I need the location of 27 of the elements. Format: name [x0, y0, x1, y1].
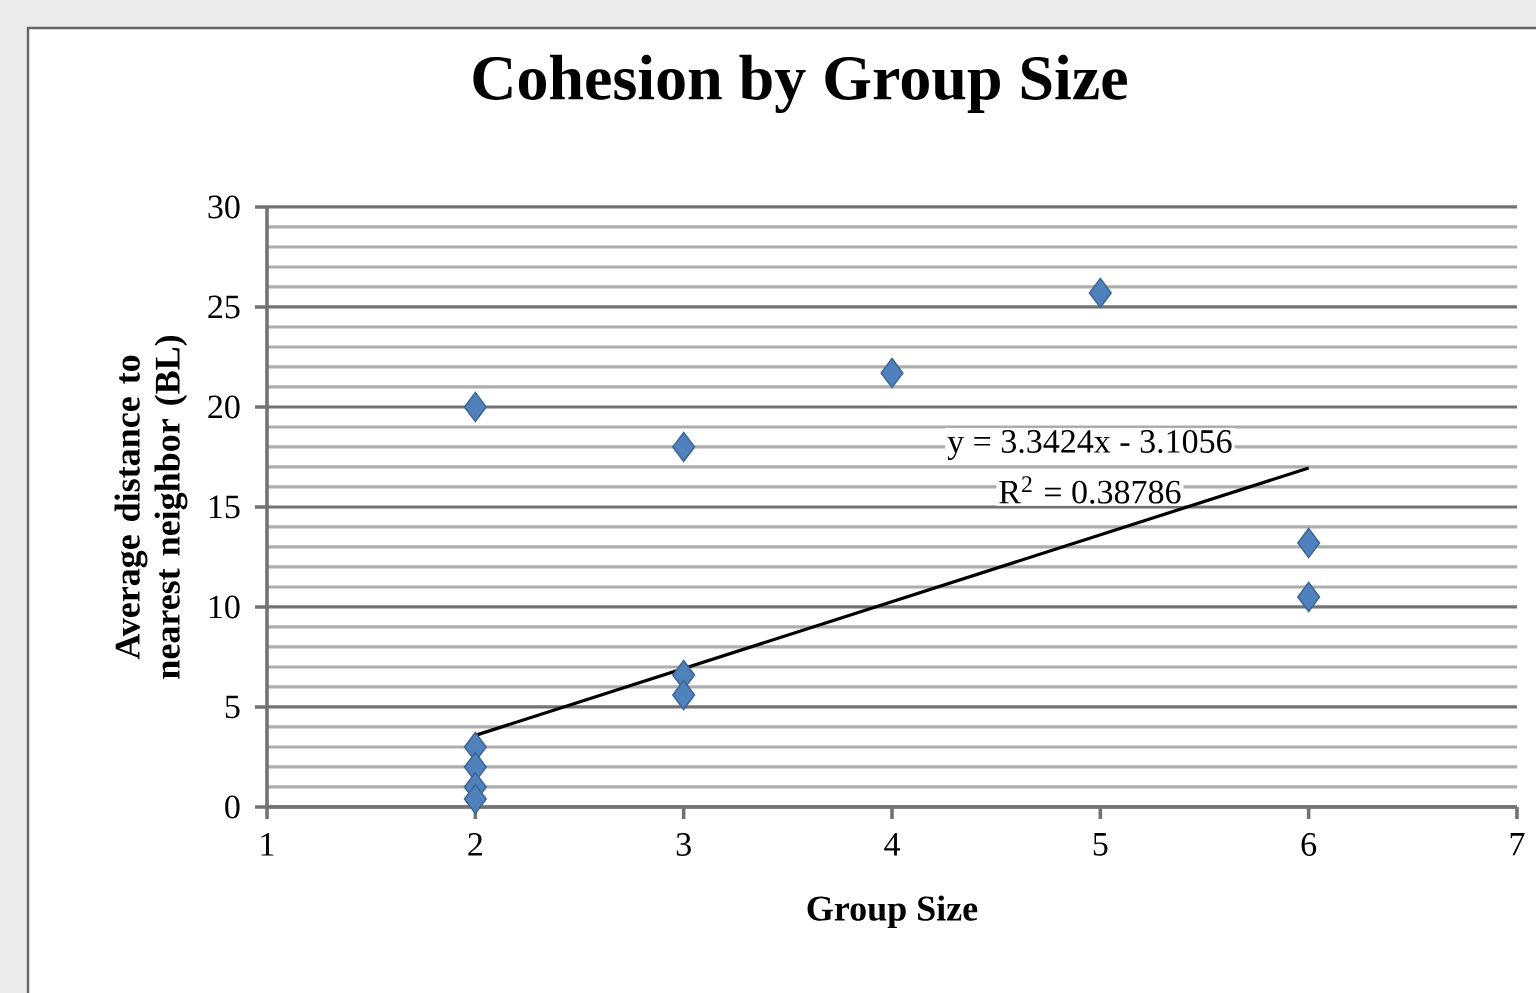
- x-tick-label: 5: [1093, 833, 1108, 856]
- x-tick-label: 2: [468, 833, 482, 856]
- y-tick-label: 5: [225, 695, 240, 719]
- x-tick-label: 7: [1510, 833, 1525, 856]
- x-tick-label: 1: [261, 833, 274, 856]
- y-tick-label: 30: [208, 195, 240, 219]
- y-tick-label: 10: [209, 595, 240, 619]
- y-tick-label: 25: [208, 295, 240, 319]
- x-tick-label: 3: [676, 833, 691, 856]
- x-axis-title: Group Size: [807, 895, 978, 929]
- point: [880, 357, 904, 389]
- chart-title: Cohesion by Group Size: [473, 54, 1127, 114]
- point: [1088, 277, 1112, 309]
- x-tick-label: 6: [1301, 833, 1317, 856]
- point: [1297, 527, 1321, 559]
- y-axis-title: Average distance to nearest neighbor (BL): [114, 335, 188, 679]
- y-tick-label: 20: [208, 395, 240, 419]
- y-tick-label: 15: [209, 495, 240, 519]
- annotation: y = 3.3424x - 3.1056: [947, 430, 1232, 460]
- point: [463, 391, 487, 423]
- annotation: R$^{2}$ = 0.38786: [999, 476, 1181, 504]
- x-tick-label: 4: [884, 833, 900, 856]
- point: [672, 679, 696, 711]
- point: [672, 431, 696, 463]
- point: [463, 783, 487, 815]
- point: [1297, 581, 1321, 613]
- y-tick-label: 0: [225, 795, 240, 819]
